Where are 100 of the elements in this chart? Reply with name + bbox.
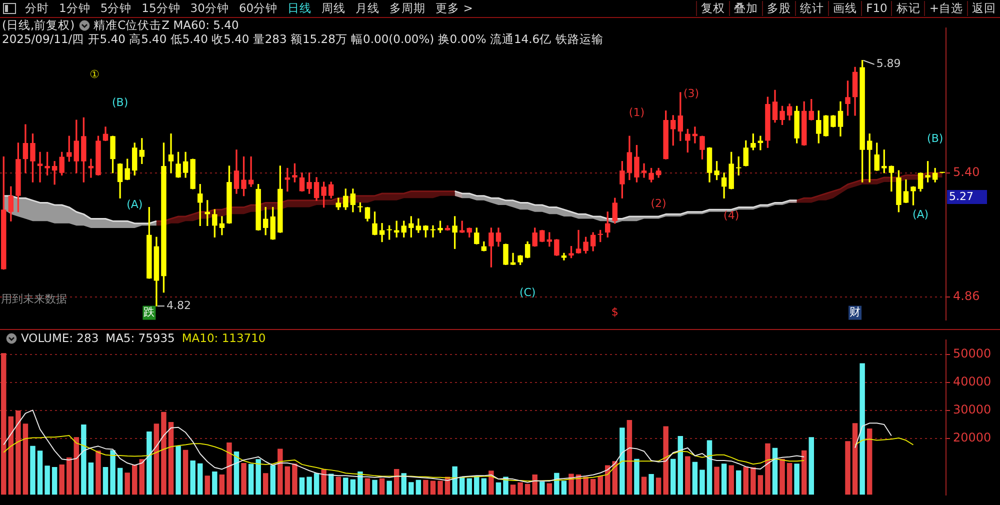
bar [765, 443, 770, 495]
bar [794, 464, 800, 495]
y-tick-label: 20000 [953, 430, 992, 445]
candlestick [379, 223, 385, 242]
annotation: 财 [850, 306, 861, 319]
bar [226, 442, 232, 495]
text: 60分钟 [238, 1, 278, 16]
bar [372, 480, 378, 495]
text: 月线 [356, 1, 380, 16]
chart-title: VOLUME: 283 [21, 331, 99, 345]
annotation: 2025/09/11/四 开5.40 高5.40 低5.40 收5.40 量283 额15.28万 幅0.00(0.00%) 换0.00% 流通14.6亿 铁路运输 [2, 32, 604, 46]
annotation: ① [90, 68, 100, 81]
text: 周线 [322, 1, 346, 16]
bar [204, 476, 210, 495]
bar [96, 450, 101, 495]
text: 5.27 [949, 190, 974, 203]
bar [52, 466, 58, 495]
candlestick [219, 216, 225, 236]
bar [234, 452, 240, 495]
text: 1分钟 [59, 1, 90, 16]
annotation: (4) [724, 208, 740, 222]
bar [161, 412, 166, 495]
bar [452, 466, 458, 495]
chart-subtitle: 精准C位伏击Z MA60: 5.40 [94, 18, 239, 32]
bar [583, 476, 588, 495]
bar [786, 463, 792, 495]
bar [845, 441, 850, 495]
bar [292, 464, 298, 495]
bar [438, 480, 443, 495]
bar [561, 480, 567, 495]
bar [546, 483, 552, 495]
bar [634, 458, 640, 495]
bar [37, 450, 43, 495]
bar [22, 424, 28, 495]
bar [102, 466, 108, 495]
bar [197, 463, 203, 495]
text: 日线 [288, 1, 312, 16]
bar [408, 482, 414, 495]
bar [474, 476, 480, 495]
bar [554, 472, 560, 495]
bar [110, 450, 116, 495]
bar [626, 420, 632, 495]
bar [278, 448, 283, 495]
bar [386, 480, 392, 495]
bar [808, 437, 814, 495]
candlestick [641, 163, 647, 178]
text: 返回 [967, 1, 1000, 16]
bar [336, 476, 341, 495]
annotation: 4.82 [166, 298, 191, 312]
bar [700, 470, 705, 495]
bar [866, 428, 872, 495]
bar [190, 460, 196, 495]
bar [1, 353, 6, 495]
bar [641, 476, 647, 495]
text: 标记 [891, 1, 924, 16]
annotation: $ [611, 306, 618, 319]
annotation: (B) [927, 132, 944, 145]
bar [117, 468, 123, 495]
bar [750, 467, 756, 495]
bar [663, 426, 668, 495]
text: MA5: 75935 [106, 331, 175, 345]
bar [219, 474, 225, 495]
text: 复权 [696, 1, 730, 16]
candlestick [37, 152, 43, 182]
y-tick-label: 5.40 [953, 164, 980, 179]
bar [772, 448, 778, 495]
annotation: 用到未来数据 [1, 292, 67, 306]
bar [416, 480, 422, 495]
bar [74, 437, 80, 495]
text: 分时 [25, 1, 49, 16]
bar [743, 466, 749, 495]
bar [299, 477, 305, 495]
bar [350, 479, 356, 495]
text: 画线 [828, 1, 862, 16]
bar [16, 410, 21, 495]
bar [685, 456, 690, 495]
bar [139, 459, 145, 495]
text: F10 [861, 1, 892, 16]
bar [241, 463, 246, 495]
bar [598, 476, 603, 495]
bar [524, 484, 530, 495]
bar [466, 478, 472, 495]
bar [648, 474, 654, 495]
bar [430, 480, 436, 495]
bar [88, 462, 94, 495]
bar [262, 473, 268, 495]
bar [540, 482, 545, 495]
bar [59, 464, 64, 495]
bar [656, 478, 662, 495]
bar [488, 470, 494, 495]
bar [364, 478, 370, 495]
annotation: (3) [684, 86, 700, 100]
candlestick [576, 230, 582, 254]
annotation: (A) [126, 198, 143, 211]
bar [706, 440, 712, 495]
bar [154, 424, 160, 495]
bar [168, 422, 174, 495]
bar [124, 472, 130, 495]
text: MA10: 113710 [182, 331, 266, 345]
bar [146, 432, 152, 495]
